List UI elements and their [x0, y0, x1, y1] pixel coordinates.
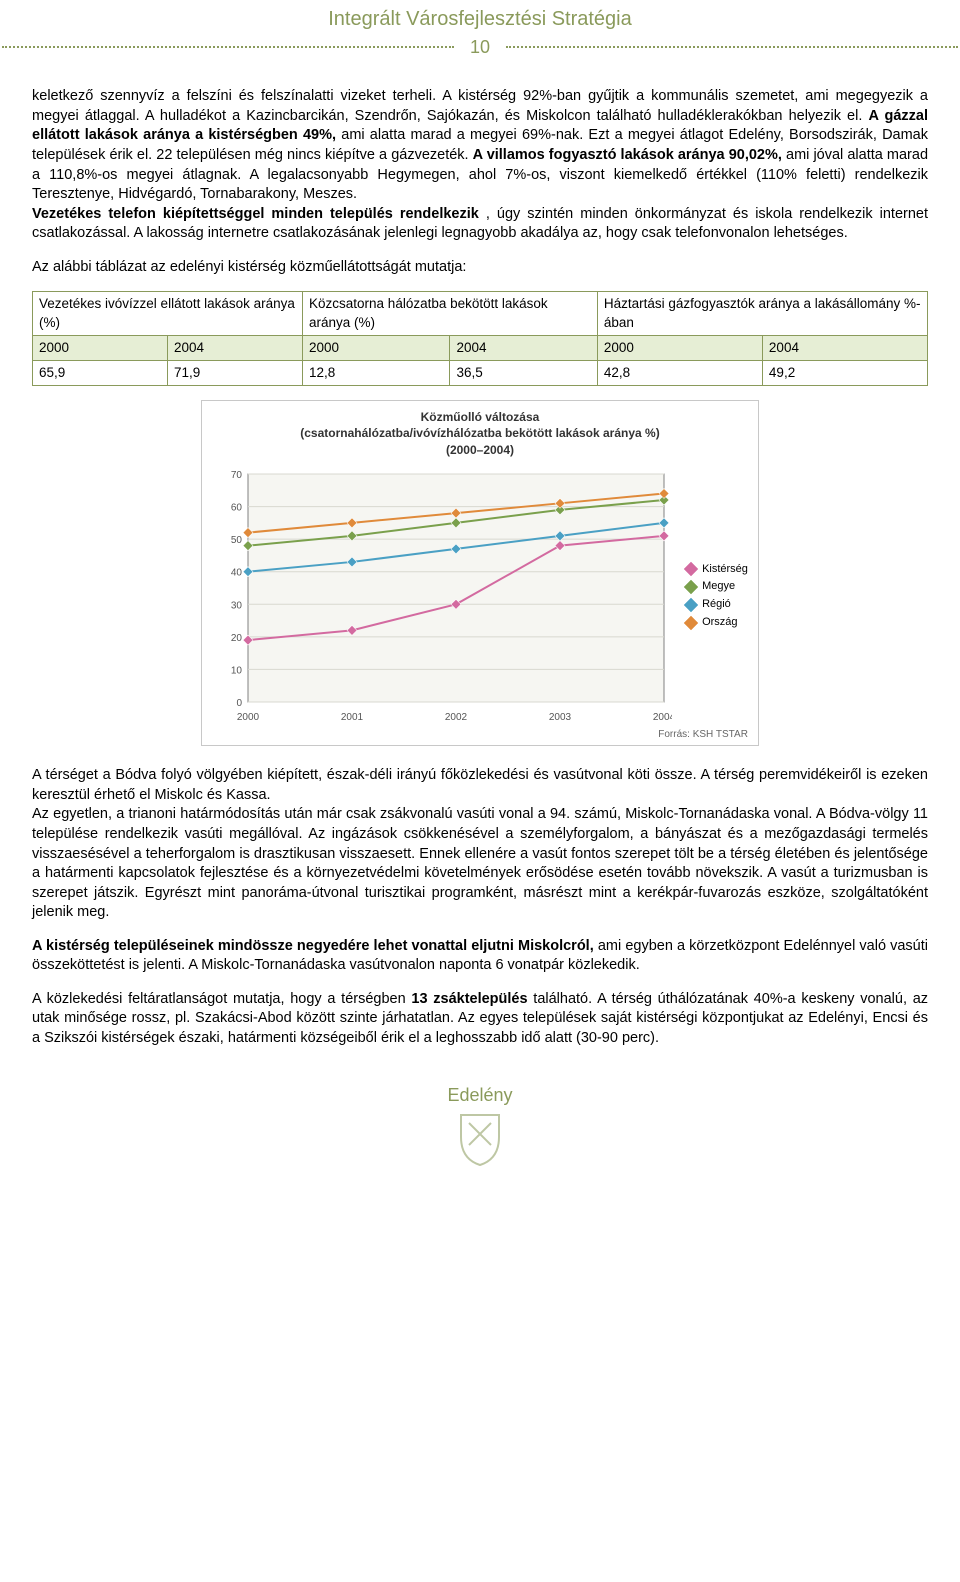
paragraph: A kistérség településeinek mindössze neg… — [32, 937, 928, 976]
table-cell: 36,5 — [450, 361, 597, 386]
text-bold: A villamos fogyasztó lakások aránya 90,0… — [473, 147, 782, 163]
page-footer: Edelény — [0, 1083, 960, 1186]
chart-title-line: (2000–2004) — [446, 443, 514, 457]
legend-item: Régió — [686, 597, 748, 612]
chart-svg: 0 10 20 30 40 50 60 70 2000 2001 2002 2003 2004 — [212, 466, 672, 726]
paragraph: Vezetékes telefon kiépítettséggel minden… — [32, 205, 928, 244]
table-cell: 12,8 — [303, 361, 450, 386]
legend-label: Megye — [702, 579, 735, 594]
legend-marker — [684, 615, 698, 629]
paragraph: keletkező szennyvíz a felszíni és felszí… — [32, 87, 928, 204]
dotline-right — [506, 46, 958, 48]
svg-text:30: 30 — [231, 600, 243, 611]
legend-marker — [684, 580, 698, 594]
paragraph: A közlekedési feltáratlanságot mutatja, … — [32, 990, 928, 1049]
chart-container: Közműolló változása (csatornahálózatba/i… — [32, 400, 928, 746]
legend-item: Ország — [686, 615, 748, 630]
text-bold: 13 zsáktelepülés — [411, 991, 527, 1007]
table-cell: 71,9 — [168, 361, 303, 386]
doc-title: Integrált Városfejlesztési Stratégia — [0, 6, 960, 33]
header-rule: 10 — [0, 35, 960, 59]
utilities-table: Vezetékes ivóvízzel ellátott lakások ará… — [32, 291, 928, 386]
svg-text:2002: 2002 — [445, 712, 468, 723]
svg-text:10: 10 — [231, 665, 243, 676]
chart-source: Forrás: KSH TSTAR — [212, 728, 748, 742]
line-chart: Közműolló változása (csatornahálózatba/i… — [201, 400, 759, 746]
text-bold: Vezetékes telefon kiépítettséggel minden… — [32, 206, 479, 222]
paragraph: A térséget a Bódva folyó völgyében kiépí… — [32, 766, 928, 805]
svg-text:2004: 2004 — [653, 712, 672, 723]
svg-text:2001: 2001 — [341, 712, 364, 723]
table-row: 2000 2004 2000 2004 2000 2004 — [33, 335, 928, 360]
legend-marker — [684, 598, 698, 612]
svg-text:0: 0 — [237, 698, 243, 709]
legend-label: Kistérség — [702, 562, 748, 577]
text: keletkező szennyvíz a felszíni és felszí… — [32, 88, 928, 124]
table-header: Vezetékes ivóvízzel ellátott lakások ará… — [33, 292, 303, 335]
table-row: Vezetékes ivóvízzel ellátott lakások ará… — [33, 292, 928, 335]
legend-label: Régió — [702, 597, 731, 612]
table-cell: 2004 — [762, 335, 927, 360]
legend-item: Kistérség — [686, 562, 748, 577]
chart-title-line: (csatornahálózatba/ivóvízhálózatba beköt… — [300, 426, 659, 440]
legend-item: Megye — [686, 579, 748, 594]
paragraph: Az egyetlen, a trianoni határmódosítás u… — [32, 805, 928, 922]
svg-text:20: 20 — [231, 633, 243, 644]
table-cell: 2004 — [168, 335, 303, 360]
chart-title: Közműolló változása (csatornahálózatba/i… — [212, 409, 748, 458]
svg-text:70: 70 — [231, 470, 243, 481]
chart-legend: Kistérség Megye Régió Ország — [686, 559, 748, 633]
text: A közlekedési feltáratlanságot mutatja, … — [32, 991, 411, 1007]
dotline-left — [2, 46, 454, 48]
footer-city: Edelény — [0, 1083, 960, 1107]
page-number: 10 — [462, 35, 498, 59]
table-cell: 49,2 — [762, 361, 927, 386]
legend-marker — [684, 562, 698, 576]
chart-title-line: Közműolló változása — [421, 410, 540, 424]
table-cell: 2000 — [303, 335, 450, 360]
table-cell: 2000 — [33, 335, 168, 360]
svg-text:2000: 2000 — [237, 712, 260, 723]
chart-body: 0 10 20 30 40 50 60 70 2000 2001 2002 2003 2004 Kist… — [212, 466, 748, 726]
table-cell: 65,9 — [33, 361, 168, 386]
svg-text:2003: 2003 — [549, 712, 572, 723]
table-intro: Az alábbi táblázat az edelényi kistérség… — [32, 258, 928, 278]
crest-icon — [457, 1111, 503, 1167]
table-header: Háztartási gázfogyasztók aránya a lakásá… — [597, 292, 927, 335]
svg-text:40: 40 — [231, 568, 243, 579]
table-cell: 42,8 — [597, 361, 762, 386]
legend-label: Ország — [702, 615, 737, 630]
page-header: Integrált Városfejlesztési Stratégia 10 — [0, 0, 960, 59]
table-row: 65,9 71,9 12,8 36,5 42,8 49,2 — [33, 361, 928, 386]
page-content: keletkező szennyvíz a felszíni és felszí… — [0, 59, 960, 1048]
svg-text:60: 60 — [231, 502, 243, 513]
table-header: Közcsatorna hálózatba bekötött lakások a… — [303, 292, 598, 335]
table-cell: 2000 — [597, 335, 762, 360]
svg-text:50: 50 — [231, 535, 243, 546]
text-bold: A kistérség településeinek mindössze neg… — [32, 938, 594, 954]
table-cell: 2004 — [450, 335, 597, 360]
